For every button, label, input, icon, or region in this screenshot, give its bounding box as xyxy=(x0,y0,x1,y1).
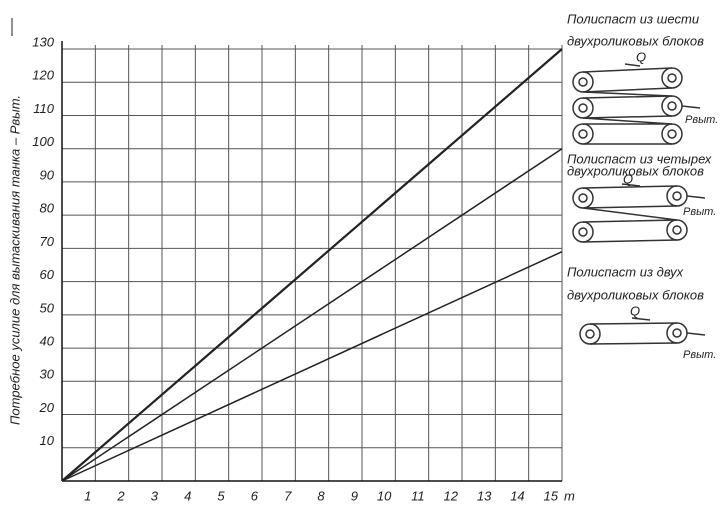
annotation-title: Полиспаст из шести xyxy=(567,11,699,26)
y-tick-label: 70 xyxy=(40,234,55,249)
x-tick-label: 2 xyxy=(116,488,125,503)
x-unit: т xyxy=(564,488,575,503)
y-tick-label: 110 xyxy=(33,101,54,116)
pulley-drawings xyxy=(572,63,706,345)
line xyxy=(61,148,563,482)
y-tick-label: 130 xyxy=(32,34,54,49)
y-tick-label: 60 xyxy=(40,267,55,282)
x-tick-label: 14 xyxy=(510,488,524,503)
annotation-q: Q xyxy=(630,303,640,318)
x-tick-label: 7 xyxy=(284,488,292,503)
annotation-title: Полиспаст из двух xyxy=(567,264,684,279)
x-tick-label: 4 xyxy=(184,488,191,503)
y-tick-label: 120 xyxy=(32,68,54,83)
x-tick-label: 12 xyxy=(444,488,459,503)
x-tick-label: 6 xyxy=(251,488,259,503)
y-tick-label: 20 xyxy=(39,400,55,415)
x-tick-label: 8 xyxy=(317,488,325,503)
annotation-q: Q xyxy=(636,49,646,64)
x-tick-label: 10 xyxy=(377,488,392,503)
annotation-title: двухроликовых блоков xyxy=(567,33,704,48)
annotation-p: Рвыт. xyxy=(683,206,716,218)
annotation-title: двухроликовых блоков xyxy=(567,163,704,178)
y-tick-label: 40 xyxy=(40,334,55,349)
y-axis-label: Потребное усилие для вытаскивания танка … xyxy=(7,95,22,425)
y-tick-label: 100 xyxy=(32,134,54,149)
x-tick-label: 5 xyxy=(217,488,225,503)
annotation-p: Рвыт. xyxy=(683,349,716,361)
line xyxy=(61,251,563,482)
annotation-title: Полиспаст из четырех xyxy=(567,151,712,166)
y-tick-label: 80 xyxy=(40,201,55,216)
y-tick-label: 90 xyxy=(40,167,55,182)
x-tick-label: 1 xyxy=(84,488,91,503)
line xyxy=(61,48,563,482)
x-tick-label: 9 xyxy=(351,488,358,503)
x-tick-label: 13 xyxy=(477,488,492,503)
y-tick-label: 30 xyxy=(40,367,55,382)
x-tick-label: 3 xyxy=(151,488,159,503)
y-tick-label: 50 xyxy=(40,300,55,315)
x-tick-label: 11 xyxy=(411,488,425,503)
x-tick-label: 15 xyxy=(544,488,559,503)
y-tick-label: 10 xyxy=(40,433,55,448)
annotation-q: Q xyxy=(623,171,633,186)
annotation-p: Рвыт. xyxy=(685,114,718,126)
annotation-title: двухроликовых блоков xyxy=(567,287,704,302)
